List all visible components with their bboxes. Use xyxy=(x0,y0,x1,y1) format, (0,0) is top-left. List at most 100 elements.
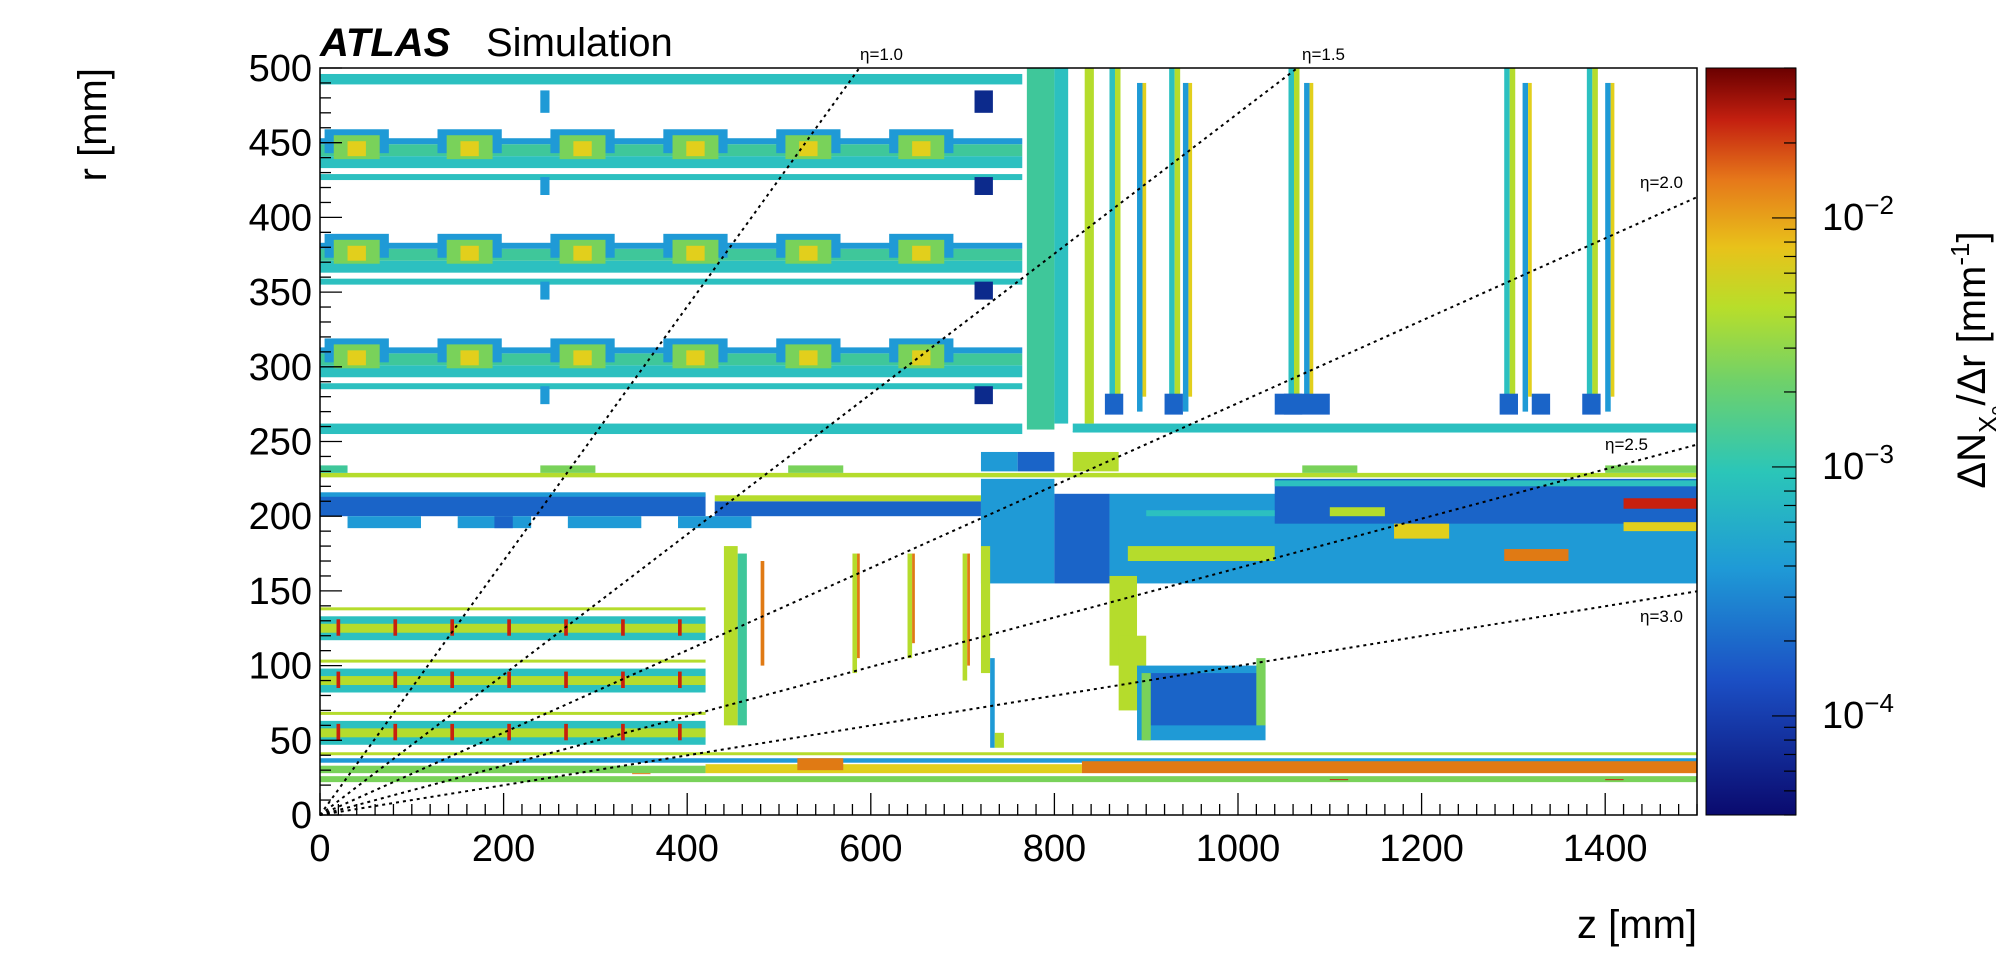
endcap-disk xyxy=(1114,68,1121,412)
y-tick-label: 350 xyxy=(249,272,312,314)
svg-text:ΔNX0/Δr [mm-1]: ΔNX0/Δr [mm-1] xyxy=(1945,231,1996,488)
endcap-disk xyxy=(1169,68,1175,412)
endcap-disk xyxy=(1288,68,1294,412)
endcap-disk xyxy=(1182,82,1189,412)
scallop xyxy=(494,516,513,529)
y-tick-label: 450 xyxy=(249,123,312,165)
colorbar-title-subsub: 0 xyxy=(1989,406,1996,416)
module-cooling xyxy=(450,671,455,689)
module-bump xyxy=(912,350,931,366)
disk-service xyxy=(1531,393,1551,415)
eta-line xyxy=(319,590,1698,816)
scallop xyxy=(347,516,421,529)
colorbar-title-close: ] xyxy=(1950,231,1994,242)
eta-label: η=3.0 xyxy=(1640,607,1683,626)
endcap-disk xyxy=(1293,68,1300,412)
inner-endcap xyxy=(1146,510,1275,517)
module-bump xyxy=(799,245,818,261)
module-cooling xyxy=(393,723,398,741)
endcap-ring xyxy=(1084,68,1094,424)
barrel-stave xyxy=(320,260,1023,273)
module-cooling xyxy=(336,671,341,689)
service xyxy=(974,386,993,405)
module-bump xyxy=(799,350,818,366)
x-axis-title: z [mm] xyxy=(1577,903,1697,947)
module-cooling xyxy=(564,671,568,689)
endcap-disk xyxy=(1522,82,1529,412)
endcap-disk xyxy=(1304,82,1310,412)
pixel-ring xyxy=(737,553,747,726)
beam-pipe xyxy=(632,773,651,775)
endcap-disk xyxy=(1109,68,1115,412)
colorbar-title-main: ΔN xyxy=(1950,433,1994,489)
pixel-layer xyxy=(320,728,706,738)
colorbar-title-rest: /Δr [mm xyxy=(1950,266,1994,406)
eta-label: η=2.0 xyxy=(1640,173,1683,192)
barrel-stave xyxy=(320,156,1023,169)
service xyxy=(540,386,550,405)
colorbar-title: ΔNX0/Δr [mm-1] xyxy=(1945,231,1996,488)
pixel-disk xyxy=(962,553,968,681)
endcap-disk xyxy=(1610,82,1615,397)
module-cooling xyxy=(564,723,568,741)
eta-label: η=2.5 xyxy=(1605,435,1648,454)
beam-pipe xyxy=(705,764,1082,774)
pixel-support xyxy=(320,659,706,663)
module-bump xyxy=(686,245,705,261)
pixel-layer xyxy=(320,676,706,686)
x-tick-label: 1000 xyxy=(1196,828,1281,870)
pixel-support xyxy=(320,607,706,611)
pixel-support xyxy=(320,711,706,715)
eta-label: η=1.5 xyxy=(1302,45,1345,64)
support-ring xyxy=(320,472,1697,478)
inner-endcap xyxy=(1623,522,1697,532)
forward-module xyxy=(1146,673,1257,726)
x-tick-label: 600 xyxy=(839,828,902,870)
support-tube xyxy=(320,174,1023,181)
pixel-disk xyxy=(912,553,915,644)
beam-pipe xyxy=(797,758,844,771)
support-ring xyxy=(1302,465,1358,473)
support-ring xyxy=(320,465,348,473)
beam-pipe xyxy=(320,752,1697,756)
inner-cylinder xyxy=(320,493,706,517)
endcap-support xyxy=(1072,423,1697,433)
pixel-layer xyxy=(320,623,706,633)
flange xyxy=(1017,451,1055,472)
outer-support xyxy=(320,73,1023,85)
pixel-disk xyxy=(994,732,1004,748)
colorbar-title-sub: X xyxy=(1973,416,1996,433)
module-cooling xyxy=(336,619,341,636)
endcap-disk xyxy=(1174,68,1181,412)
module-cooling xyxy=(507,723,511,741)
module-cooling xyxy=(450,723,455,741)
module-bump xyxy=(912,141,931,157)
beam-pipe xyxy=(320,765,706,774)
y-tick-label: 0 xyxy=(291,795,312,837)
x-tick-label: 200 xyxy=(472,828,535,870)
colorbar-tick-label: 10−4 xyxy=(1822,688,1894,737)
module-bump xyxy=(799,141,818,157)
inner-endcap xyxy=(1504,549,1569,562)
module-bump xyxy=(573,245,592,261)
colorbar-tick-label: 10−3 xyxy=(1822,439,1894,488)
pixel-disk xyxy=(852,553,858,674)
endcap-disk xyxy=(1309,82,1314,397)
inner-endcap xyxy=(1394,523,1450,539)
module-cooling xyxy=(393,671,398,689)
endcap-bulkhead xyxy=(1054,68,1069,424)
endcap-bulkhead xyxy=(1026,68,1055,430)
inner-cylinder xyxy=(320,492,706,497)
scallop xyxy=(567,516,642,529)
module-cooling xyxy=(678,619,682,636)
module-bump xyxy=(573,350,592,366)
eta-lines: η=1.0 η=1.5 η=2.0 η=2.5 η=3.0 xyxy=(319,45,1698,816)
inner-endcap xyxy=(1623,498,1697,509)
module-bump xyxy=(460,350,479,366)
pixel-disk xyxy=(967,553,970,666)
flange xyxy=(1072,451,1119,472)
y-tick-label: 400 xyxy=(249,197,312,239)
module-cooling xyxy=(621,723,625,741)
service-block xyxy=(980,478,1055,584)
